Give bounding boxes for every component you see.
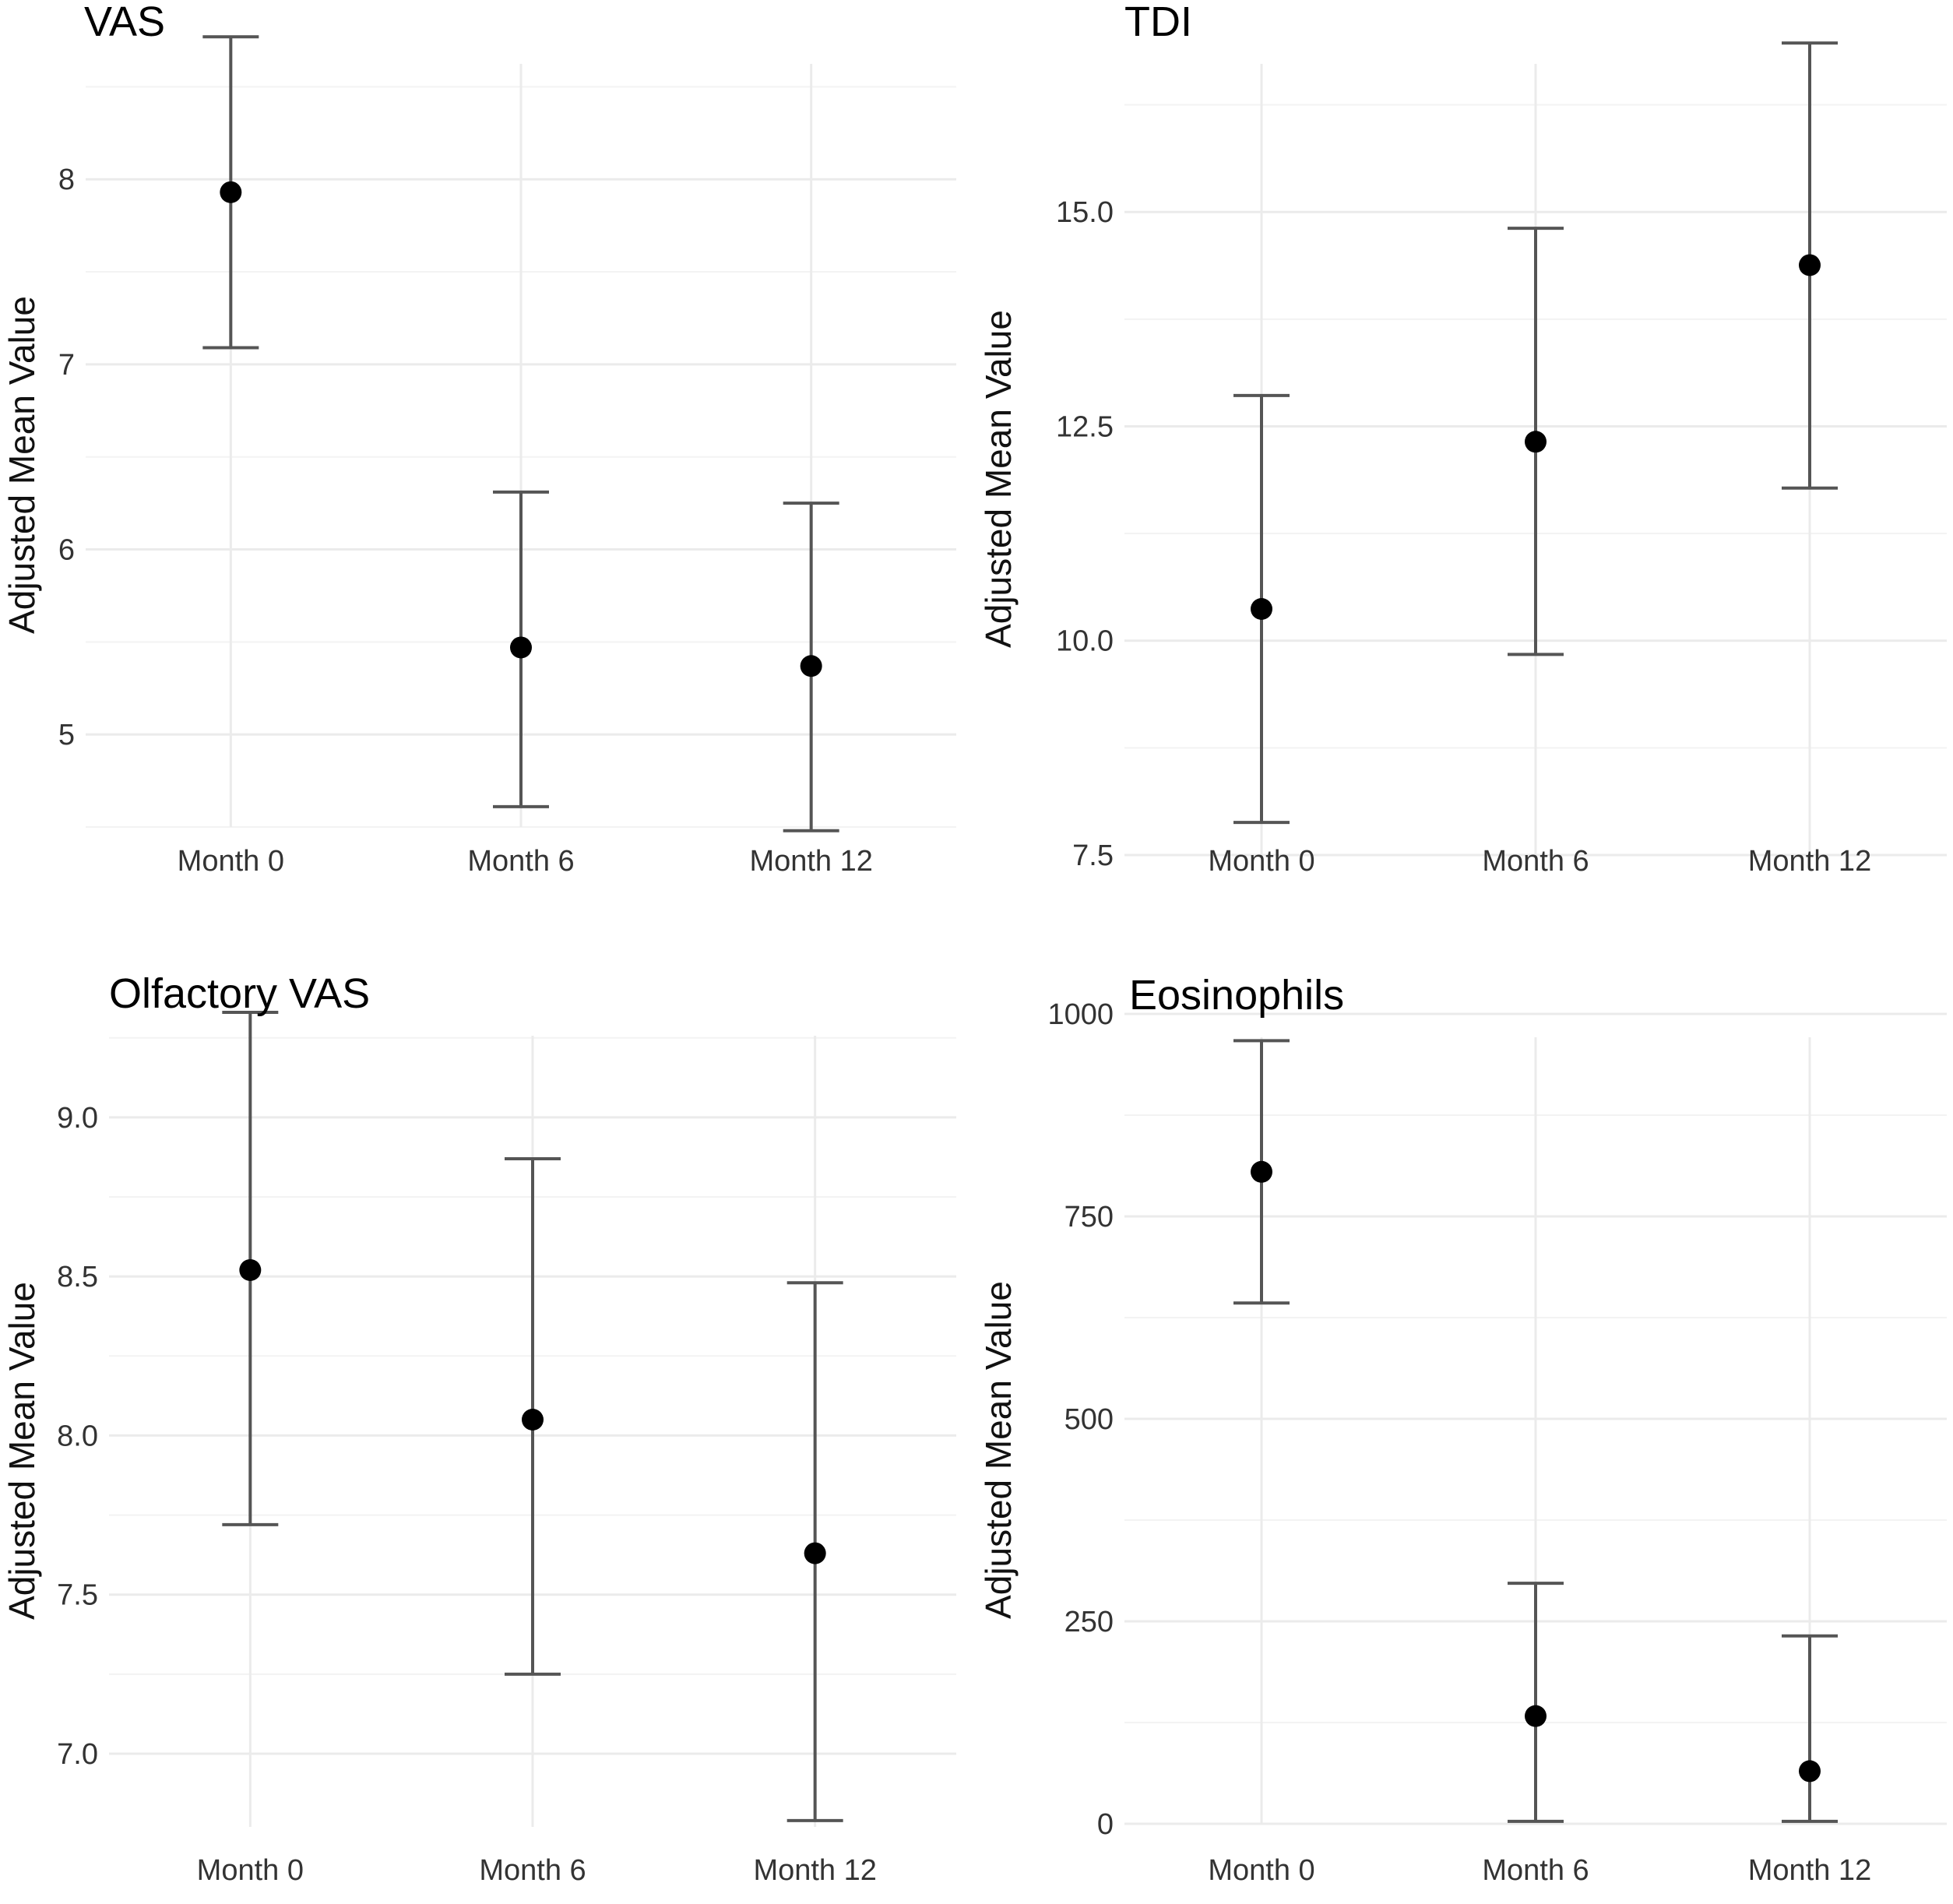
tdi-y-tick-label: 15.0 bbox=[1056, 196, 1114, 229]
eosinophils-chart-svg: 0 250 500 750 1000 Month 0 Month 6 Month 12 Eosi… bbox=[978, 972, 1947, 1887]
tdi-chart-panel: 7.5 10.0 12.5 15.0 Month 0 Month 6 Month 12 TDI… bbox=[976, 0, 1953, 952]
tdi-y-tick-label: 10.0 bbox=[1056, 625, 1114, 658]
vas-chart-panel: 5 6 7 8 Month 0 Month 6 Month 12 VAS Adjusted Me… bbox=[0, 0, 976, 952]
vas-x-tick-label: Month 12 bbox=[749, 845, 872, 878]
olfactory-vas-y-tick-label: 9.0 bbox=[57, 1102, 98, 1135]
eosinophils-y-tick-label: 1000 bbox=[1047, 998, 1114, 1031]
tdi-y-axis-title: Adjusted Mean Value bbox=[978, 310, 1019, 648]
eosinophils-chart-title: Eosinophils bbox=[1129, 972, 1344, 1019]
eosinophils-y-tick-label: 750 bbox=[1064, 1201, 1114, 1234]
eosinophils-x-tick-label: Month 6 bbox=[1482, 1854, 1589, 1887]
tdi-y-tick-label: 7.5 bbox=[1072, 839, 1114, 872]
tdi-x-tick-label: Month 12 bbox=[1748, 845, 1871, 878]
vas-data-point bbox=[800, 655, 822, 677]
tdi-chart-title: TDI bbox=[1124, 0, 1192, 45]
olfactory-vas-data-point bbox=[522, 1409, 544, 1431]
eosinophils-error-bar bbox=[1508, 1582, 1564, 1823]
olfactory-vas-chart-title: Olfactory VAS bbox=[109, 970, 370, 1017]
eosinophils-y-axis-title: Adjusted Mean Value bbox=[978, 1281, 1019, 1619]
vas-chart-svg: 5 6 7 8 Month 0 Month 6 Month 12 VAS Adjusted Me… bbox=[2, 0, 956, 878]
eosinophils-y-tick-label: 250 bbox=[1064, 1606, 1114, 1638]
vas-y-tick-label: 6 bbox=[58, 534, 75, 567]
tdi-data-point bbox=[1251, 597, 1272, 620]
vas-y-tick-label: 8 bbox=[58, 164, 75, 196]
olfactory-vas-y-tick-label: 8.5 bbox=[57, 1261, 98, 1293]
eosinophils-data-point bbox=[1525, 1705, 1547, 1727]
olfactory-vas-y-axis-title: Adjusted Mean Value bbox=[2, 1282, 42, 1620]
eosinophils-data-point bbox=[1799, 1760, 1821, 1783]
vas-x-tick-label: Month 0 bbox=[178, 845, 284, 878]
eosinophils-chart-panel: 0 250 500 750 1000 Month 0 Month 6 Month 12 Eosi… bbox=[976, 952, 1953, 1904]
olfactory-vas-data-point bbox=[804, 1542, 826, 1564]
tdi-data-point bbox=[1799, 254, 1821, 276]
tdi-y-tick-label: 12.5 bbox=[1056, 410, 1114, 443]
olfactory-vas-x-tick-label: Month 0 bbox=[197, 1854, 304, 1887]
olfactory-vas-x-tick-label: Month 6 bbox=[479, 1854, 586, 1887]
olfactory-vas-y-tick-label: 8.0 bbox=[57, 1420, 98, 1452]
eosinophils-y-tick-label: 500 bbox=[1064, 1403, 1114, 1436]
vas-y-tick-label: 5 bbox=[58, 719, 75, 751]
vas-data-point bbox=[220, 181, 242, 203]
tdi-x-tick-label: Month 6 bbox=[1482, 845, 1589, 878]
vas-x-tick-label: Month 6 bbox=[467, 845, 574, 878]
vas-y-axis-title: Adjusted Mean Value bbox=[2, 296, 42, 634]
olfactory-vas-chart-svg: 7.0 7.5 8.0 8.5 9.0 Month 0 Month 6 Month 12 Olf… bbox=[2, 970, 956, 1887]
tdi-x-tick-label: Month 0 bbox=[1208, 845, 1314, 878]
olfactory-vas-y-tick-label: 7.5 bbox=[57, 1579, 98, 1612]
vas-chart-title: VAS bbox=[84, 0, 165, 45]
eosinophils-x-tick-label: Month 12 bbox=[1748, 1854, 1871, 1887]
eosinophils-data-point bbox=[1251, 1160, 1272, 1183]
tdi-chart-svg: 7.5 10.0 12.5 15.0 Month 0 Month 6 Month 12 TDI… bbox=[978, 0, 1947, 878]
olfactory-vas-x-tick-label: Month 12 bbox=[753, 1854, 876, 1887]
tdi-data-point bbox=[1525, 431, 1547, 453]
olfactory-vas-y-tick-label: 7.0 bbox=[57, 1738, 98, 1771]
eosinophils-error-bar bbox=[1782, 1634, 1838, 1823]
olfactory-vas-chart-panel: 7.0 7.5 8.0 8.5 9.0 Month 0 Month 6 Month 12 Olf… bbox=[0, 952, 976, 1904]
eosinophils-y-tick-label: 0 bbox=[1097, 1808, 1114, 1841]
vas-y-tick-label: 7 bbox=[58, 349, 75, 382]
eosinophils-x-tick-label: Month 0 bbox=[1208, 1854, 1314, 1887]
vas-data-point bbox=[510, 636, 532, 659]
olfactory-vas-data-point bbox=[239, 1258, 262, 1281]
